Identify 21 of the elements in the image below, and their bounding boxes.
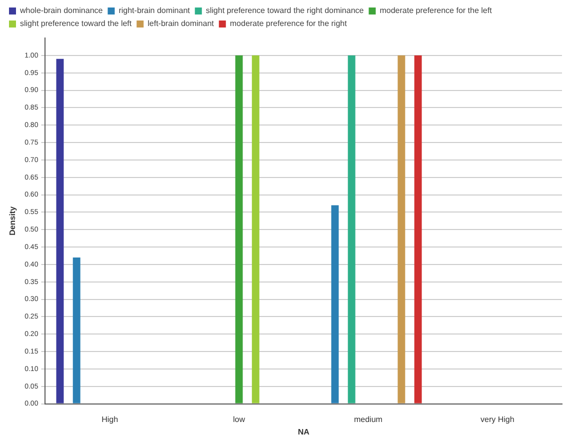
y-axis-title: Density bbox=[8, 206, 18, 236]
bar bbox=[252, 55, 260, 404]
x-tick-label: High bbox=[102, 414, 118, 424]
x-tick-label: low bbox=[233, 414, 246, 424]
bar bbox=[398, 55, 406, 404]
legend-label: moderate preference for the left bbox=[380, 6, 493, 16]
legend-label: slight preference toward the right dominance bbox=[206, 6, 364, 16]
bar bbox=[56, 58, 64, 404]
bar bbox=[348, 55, 356, 404]
x-tick-label: medium bbox=[354, 414, 383, 424]
legend-label: slight preference toward the left bbox=[20, 19, 132, 28]
bar bbox=[331, 205, 339, 404]
x-axis-title: NA bbox=[298, 427, 310, 436]
legend-label: whole-brain dominance bbox=[19, 6, 104, 16]
bar bbox=[414, 55, 422, 404]
legend-label: moderate preference for the right bbox=[230, 19, 348, 28]
bar bbox=[72, 257, 80, 404]
x-tick-label: very High bbox=[480, 414, 514, 424]
legend-label: left-brain dominant bbox=[148, 19, 215, 28]
bar bbox=[235, 55, 243, 404]
legend-label: right-brain dominant bbox=[118, 6, 191, 16]
